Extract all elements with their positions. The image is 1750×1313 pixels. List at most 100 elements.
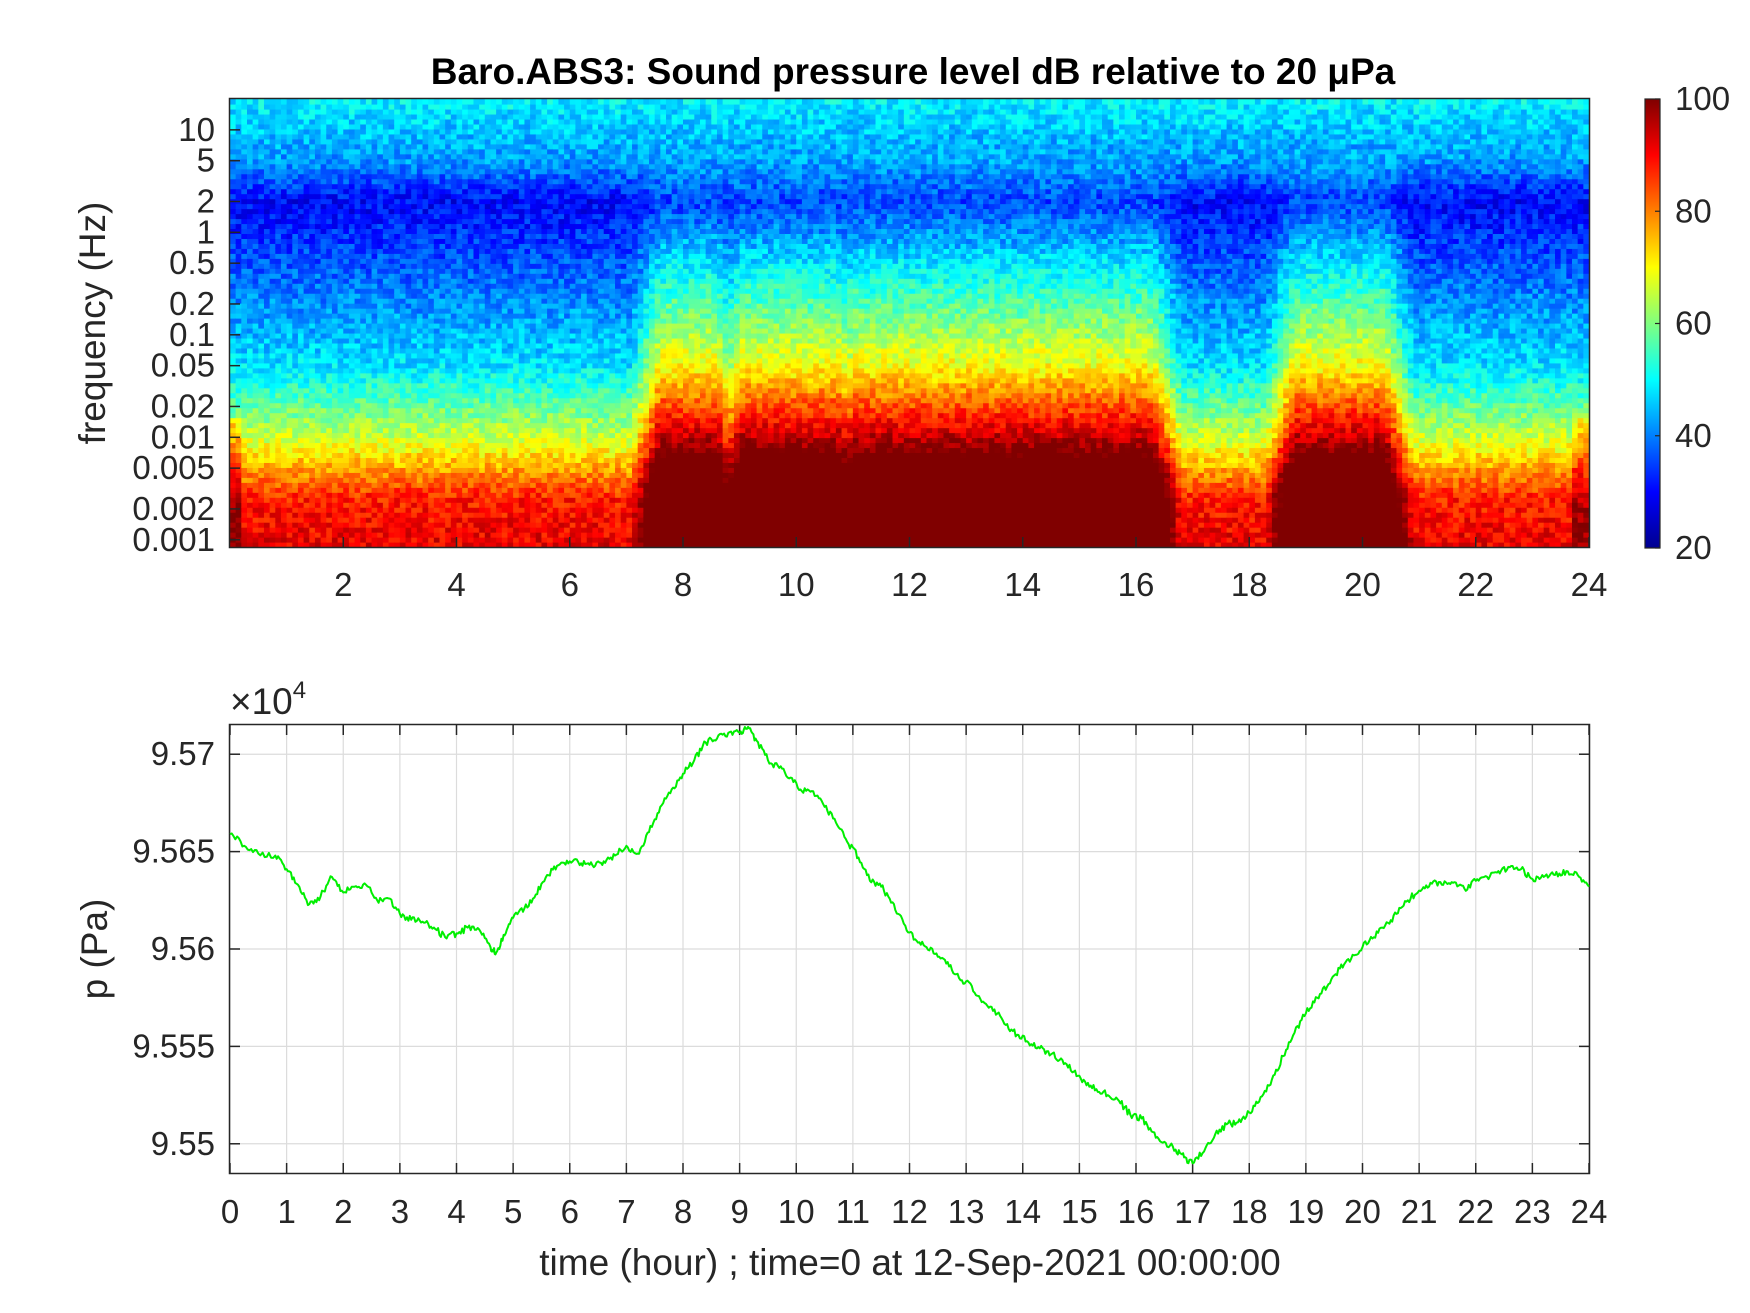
- heatmap-cell: [428, 507, 434, 513]
- heatmap-cell: [343, 218, 349, 224]
- heatmap-cell: [417, 283, 423, 289]
- heatmap-cell: [275, 209, 281, 215]
- heatmap-cell: [372, 452, 378, 458]
- heatmap-cell: [541, 472, 547, 478]
- heatmap-cell: [530, 313, 536, 319]
- heatmap-cell: [309, 149, 315, 155]
- heatmap-cell: [383, 273, 389, 279]
- heatmap-cell: [253, 134, 259, 140]
- heatmap-cell: [513, 184, 519, 190]
- heatmap-cell: [536, 243, 542, 249]
- heatmap-cell: [241, 313, 247, 319]
- heatmap-cell: [304, 408, 310, 414]
- heatmap-cell: [287, 223, 293, 229]
- heatmap-cell: [434, 228, 440, 234]
- heatmap-cell: [332, 243, 338, 249]
- heatmap-cell: [513, 472, 519, 478]
- heatmap-cell: [236, 288, 242, 294]
- heatmap-cell: [258, 298, 264, 304]
- heatmap-cell: [377, 487, 383, 493]
- heatmap-cell: [321, 413, 327, 419]
- heatmap-cell: [457, 388, 463, 394]
- heatmap-cell: [490, 527, 496, 533]
- heatmap-cell: [417, 154, 423, 160]
- heatmap-cell: [479, 154, 485, 160]
- heatmap-cell: [389, 328, 395, 334]
- heatmap-cell: [377, 512, 383, 518]
- heatmap-cell: [309, 462, 315, 468]
- heatmap-cell: [304, 243, 310, 249]
- heatmap-cell: [360, 248, 366, 254]
- heatmap-cell: [394, 258, 400, 264]
- heatmap-cell: [490, 363, 496, 369]
- heatmap-cell: [258, 497, 264, 503]
- heatmap-cell: [241, 243, 247, 249]
- heatmap-cell: [343, 303, 349, 309]
- heatmap-cell: [519, 273, 525, 279]
- heatmap-cell: [275, 467, 281, 473]
- heatmap-cell: [230, 368, 236, 374]
- heatmap-cell: [519, 99, 525, 105]
- heatmap-cell: [490, 437, 496, 443]
- heatmap-cell: [400, 487, 406, 493]
- heatmap-cell: [349, 358, 355, 364]
- heatmap-cell: [519, 204, 525, 210]
- heatmap-cell: [247, 333, 253, 339]
- heatmap-cell: [400, 119, 406, 125]
- heatmap-cell: [355, 238, 361, 244]
- heatmap-cell: [524, 184, 530, 190]
- heatmap-cell: [394, 104, 400, 110]
- heatmap-cell: [530, 283, 536, 289]
- heatmap-cell: [230, 293, 236, 299]
- heatmap-cell: [468, 383, 474, 389]
- heatmap-cell: [377, 159, 383, 165]
- heatmap-cell: [287, 368, 293, 374]
- heatmap-cell: [258, 209, 264, 215]
- heatmap-cell: [536, 408, 542, 414]
- heatmap-cell: [275, 154, 281, 160]
- heatmap-cell: [292, 149, 298, 155]
- heatmap-cell: [253, 428, 259, 434]
- heatmap-cell: [281, 243, 287, 249]
- heatmap-cell: [457, 124, 463, 130]
- heatmap-cell: [507, 308, 513, 314]
- heatmap-cell: [258, 253, 264, 259]
- heatmap-cell: [451, 308, 457, 314]
- heatmap-cell: [292, 403, 298, 409]
- heatmap-cell: [423, 408, 429, 414]
- heatmap-cell: [462, 184, 468, 190]
- heatmap-cell: [536, 99, 542, 105]
- heatmap-cell: [270, 114, 276, 120]
- heatmap-cell: [496, 129, 502, 135]
- heatmap-cell: [417, 363, 423, 369]
- heatmap-cell: [355, 174, 361, 180]
- heatmap-cell: [502, 517, 508, 523]
- heatmap-cell: [490, 522, 496, 528]
- heatmap-cell: [485, 129, 491, 135]
- heatmap-cell: [462, 378, 468, 384]
- heatmap-cell: [445, 527, 451, 533]
- heatmap-cell: [468, 184, 474, 190]
- heatmap-cell: [417, 527, 423, 533]
- heatmap-cell: [281, 253, 287, 259]
- heatmap-cell: [536, 537, 542, 543]
- heatmap-cell: [462, 154, 468, 160]
- heatmap-cell: [445, 169, 451, 175]
- heatmap-cell: [247, 408, 253, 414]
- heatmap-cell: [275, 368, 281, 374]
- heatmap-cell: [473, 114, 479, 120]
- heatmap-cell: [372, 323, 378, 329]
- heatmap-cell: [236, 482, 242, 488]
- heatmap-cell: [485, 223, 491, 229]
- heatmap-cell: [287, 477, 293, 483]
- heatmap-cell: [451, 154, 457, 160]
- heatmap-cell: [507, 218, 513, 224]
- heatmap-cell: [247, 378, 253, 384]
- heatmap-cell: [247, 268, 253, 274]
- heatmap-cell: [473, 248, 479, 254]
- heatmap-cell: [473, 99, 479, 105]
- heatmap-cell: [541, 418, 547, 424]
- heatmap-cell: [304, 457, 310, 463]
- heatmap-cell: [253, 442, 259, 448]
- heatmap-cell: [440, 134, 446, 140]
